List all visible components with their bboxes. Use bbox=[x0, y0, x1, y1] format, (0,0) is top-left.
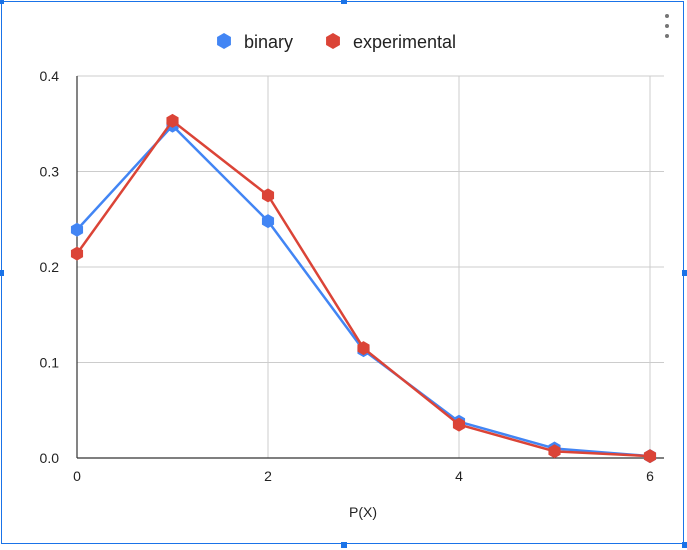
resize-handle-top[interactable] bbox=[341, 0, 347, 4]
legend-label-binary: binary bbox=[244, 32, 293, 52]
data-point-experimental[interactable] bbox=[357, 341, 370, 356]
y-tick-label: 0.3 bbox=[40, 164, 60, 180]
legend-marker-experimental bbox=[326, 33, 340, 49]
data-point-experimental[interactable] bbox=[548, 444, 561, 459]
resize-handle-left[interactable] bbox=[0, 270, 4, 276]
data-point-experimental[interactable] bbox=[166, 113, 179, 128]
y-tick-label: 0.1 bbox=[40, 355, 60, 371]
tick-labels: 0.0 0.1 0.2 0.3 0.4 0 2 4 6 bbox=[40, 68, 655, 484]
x-tick-label: 4 bbox=[455, 468, 463, 484]
legend[interactable]: binary experimental bbox=[217, 32, 456, 52]
grid-lines bbox=[77, 75, 664, 458]
resize-handle-bottom-right[interactable] bbox=[682, 542, 687, 548]
legend-label-experimental: experimental bbox=[353, 32, 456, 52]
data-point-binary[interactable] bbox=[70, 222, 84, 237]
y-tick-label: 0.0 bbox=[40, 450, 60, 466]
data-point-experimental[interactable] bbox=[452, 417, 466, 432]
y-tick-label: 0.2 bbox=[40, 259, 60, 275]
data-point-experimental[interactable] bbox=[70, 246, 84, 261]
data-point-binary[interactable] bbox=[261, 214, 275, 229]
x-tick-label: 2 bbox=[264, 468, 272, 484]
series bbox=[70, 113, 657, 464]
axes bbox=[76, 76, 664, 459]
data-point-experimental[interactable] bbox=[643, 449, 657, 464]
series-experimental bbox=[70, 113, 657, 464]
resize-handle-top-left[interactable] bbox=[0, 0, 4, 4]
resize-handle-bottom[interactable] bbox=[341, 542, 347, 548]
series-line-binary bbox=[76, 124, 651, 458]
series-binary bbox=[70, 118, 657, 464]
legend-item-experimental[interactable]: experimental bbox=[326, 32, 456, 52]
legend-item-binary[interactable]: binary bbox=[217, 32, 293, 52]
x-tick-label: 0 bbox=[73, 468, 81, 484]
x-axis-label: P(X) bbox=[349, 504, 377, 520]
data-point-experimental[interactable] bbox=[261, 188, 275, 203]
more-vert-icon[interactable] bbox=[663, 14, 671, 38]
y-tick-label: 0.4 bbox=[40, 68, 60, 84]
x-tick-label: 6 bbox=[646, 468, 654, 484]
legend-marker-binary bbox=[217, 33, 231, 49]
resize-handle-right[interactable] bbox=[682, 270, 687, 276]
